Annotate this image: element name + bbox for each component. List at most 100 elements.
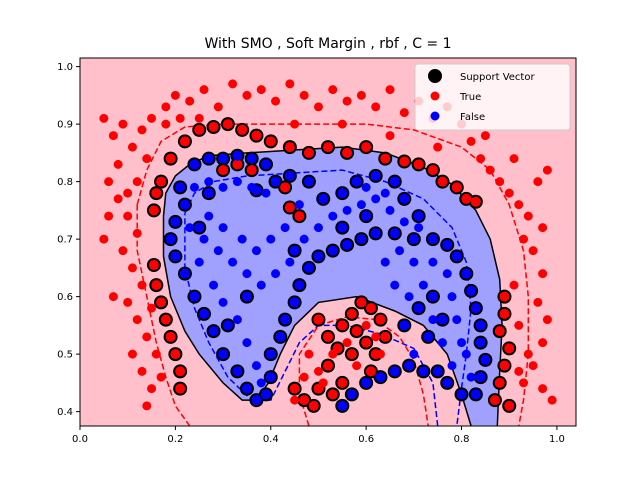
true-point <box>175 113 185 123</box>
true-point <box>365 303 376 314</box>
true-point <box>99 234 109 244</box>
legend-marker <box>430 91 440 101</box>
false-point <box>189 159 200 170</box>
true-point <box>161 102 171 112</box>
true-point <box>232 159 243 170</box>
false-point <box>342 239 353 250</box>
true-point <box>299 90 309 100</box>
true-point <box>361 337 372 348</box>
true-point <box>165 331 176 342</box>
true-point <box>148 260 159 270</box>
true-point <box>132 177 142 187</box>
false-point <box>251 395 262 406</box>
true-point <box>346 308 357 319</box>
false-point <box>418 366 429 377</box>
false-point <box>428 315 438 325</box>
true-point <box>161 119 171 129</box>
false-point <box>380 257 390 267</box>
true-point <box>160 314 171 325</box>
true-point <box>284 202 295 213</box>
true-point <box>137 366 147 376</box>
true-point <box>451 182 462 193</box>
true-point <box>385 131 395 141</box>
true-point <box>499 291 510 302</box>
true-point <box>280 182 291 193</box>
false-point <box>242 338 252 348</box>
legend-marker <box>428 69 442 83</box>
true-point <box>132 315 142 325</box>
false-point <box>375 372 386 383</box>
true-point <box>437 176 448 187</box>
true-point <box>523 349 533 359</box>
false-point <box>475 320 486 331</box>
y-tick-label: 0.7 <box>57 235 73 246</box>
false-point <box>418 280 428 290</box>
true-point <box>313 366 323 376</box>
false-point <box>232 315 242 325</box>
true-point <box>476 154 486 164</box>
true-point <box>332 343 343 354</box>
false-point <box>337 188 348 199</box>
true-point <box>385 85 395 95</box>
true-point <box>342 147 353 158</box>
false-point <box>452 315 462 325</box>
true-point <box>294 211 305 222</box>
true-point <box>175 383 186 394</box>
y-tick-label: 1.0 <box>57 62 73 73</box>
true-point <box>504 188 514 198</box>
true-point <box>123 188 133 198</box>
false-point <box>265 372 276 383</box>
false-point <box>165 234 176 245</box>
true-point <box>304 349 314 359</box>
true-point <box>461 193 472 204</box>
false-point <box>380 188 390 198</box>
false-point <box>289 245 300 256</box>
false-point <box>175 182 186 193</box>
false-point <box>399 320 410 331</box>
true-point <box>547 395 557 405</box>
false-point <box>408 234 419 245</box>
true-point <box>284 142 295 153</box>
true-point <box>523 211 533 221</box>
true-point <box>132 228 142 238</box>
false-point <box>442 377 453 388</box>
true-point <box>370 349 381 360</box>
true-point <box>499 308 510 319</box>
true-point <box>127 142 137 152</box>
margin-line <box>184 213 439 427</box>
true-point <box>514 320 524 330</box>
true-point <box>142 154 152 164</box>
false-point <box>437 314 448 325</box>
true-point <box>165 153 176 164</box>
legend-label: False <box>460 112 485 123</box>
false-point <box>261 159 271 170</box>
false-point <box>451 251 462 262</box>
margin-line <box>136 123 530 427</box>
legend: Support Vector True False <box>414 63 571 131</box>
true-point <box>466 136 476 146</box>
true-point <box>313 383 324 394</box>
false-point <box>427 291 438 302</box>
true-point <box>127 263 137 273</box>
false-point <box>480 354 491 365</box>
true-point <box>371 332 381 342</box>
false-point <box>413 303 424 314</box>
true-point <box>170 349 181 360</box>
false-point <box>428 257 438 267</box>
false-point <box>170 251 181 262</box>
false-point <box>256 280 266 290</box>
false-point <box>385 205 395 215</box>
false-point <box>442 239 453 250</box>
true-point <box>499 360 510 371</box>
false-point <box>327 245 338 256</box>
true-point <box>299 372 309 382</box>
false-point <box>285 257 295 267</box>
false-point <box>337 400 348 411</box>
true-point <box>470 196 481 207</box>
true-point <box>127 349 137 359</box>
false-point <box>289 297 300 308</box>
true-point <box>185 96 195 106</box>
true-point <box>289 383 300 394</box>
false-point <box>370 228 381 239</box>
true-point <box>313 314 324 325</box>
